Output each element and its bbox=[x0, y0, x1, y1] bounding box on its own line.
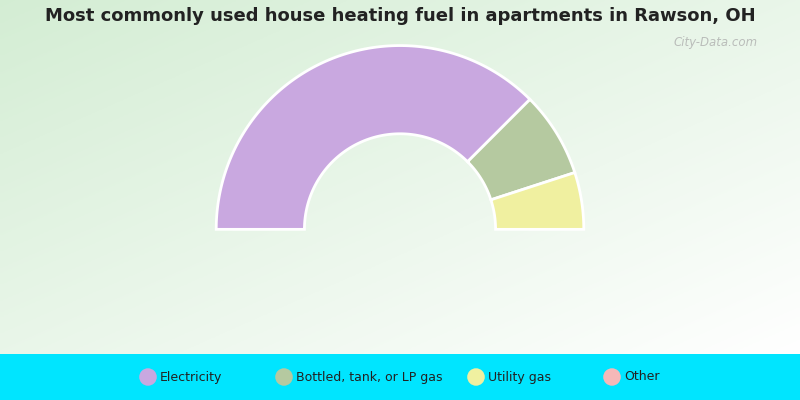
Ellipse shape bbox=[603, 368, 621, 386]
Ellipse shape bbox=[139, 368, 157, 386]
Text: Bottled, tank, or LP gas: Bottled, tank, or LP gas bbox=[296, 370, 442, 384]
Text: Other: Other bbox=[624, 370, 659, 384]
Text: Utility gas: Utility gas bbox=[488, 370, 551, 384]
Text: Most commonly used house heating fuel in apartments in Rawson, OH: Most commonly used house heating fuel in… bbox=[45, 7, 755, 25]
Polygon shape bbox=[467, 99, 574, 200]
Text: Electricity: Electricity bbox=[160, 370, 222, 384]
Polygon shape bbox=[216, 46, 530, 229]
Polygon shape bbox=[491, 172, 584, 229]
Ellipse shape bbox=[467, 368, 485, 386]
Ellipse shape bbox=[275, 368, 293, 386]
Text: City-Data.com: City-Data.com bbox=[674, 36, 758, 49]
